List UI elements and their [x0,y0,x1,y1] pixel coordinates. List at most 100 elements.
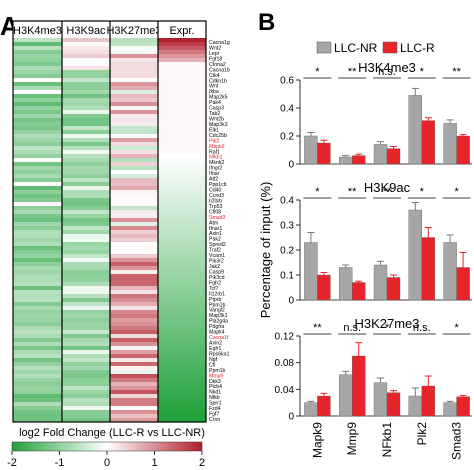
y-tick-label: 0.08 [275,358,295,369]
heatmap-cell [62,74,110,79]
bar-llc-r [386,148,401,165]
heatmap-cell [110,190,158,195]
heatmap-cell [13,266,62,271]
heatmap-cell [62,334,110,339]
heatmap-cell [13,278,62,283]
bar-llc-r [421,385,435,417]
heatmap-cell [110,230,158,235]
gene-label: Fzd4 [209,406,221,412]
heatmap-cell [158,386,206,391]
heatmap-cell [62,126,110,131]
heatmap-cell [158,310,206,315]
significance-label: ** [383,186,392,198]
significance-label: ** [348,186,357,198]
heatmap-cell [62,230,110,235]
heatmap-cell [110,158,158,163]
gene-label: Elk1 [209,127,219,133]
panel-b-bar-charts: B LLC-NR LLC-R Percentage of input (%) H… [258,9,472,460]
heatmap-cell [13,66,62,71]
heatmap-cell [158,402,206,407]
heatmap-cell [158,314,206,319]
heatmap-cell [13,390,62,395]
gene-label: Cacna1g [209,40,230,46]
heatmap-cell [62,58,110,63]
heatmap-cell [158,394,206,399]
gene-label: Nkd1 [209,390,221,396]
gene-label: Mmp9 [209,373,224,379]
heatmap-cell [110,166,158,171]
heatmap-cell [13,326,62,331]
heatmap-cell [158,42,206,47]
y-axis-label: Percentage of input (%) [258,182,273,319]
gene-label: Pla2g4a [209,319,228,325]
heatmap-cell [62,170,110,175]
heatmap-cell [62,326,110,331]
heatmap-cell [110,142,158,147]
heatmap-cell [62,418,110,423]
heatmap-cell [62,178,110,183]
heatmap-cell [13,178,62,183]
heatmap-cell [110,150,158,155]
heatmap-cell [158,122,206,127]
column-header: H3K27me3 [106,25,161,37]
legend-swatch-llc-r [382,41,398,54]
chart-title: H3K4me3 [358,60,416,75]
y-tick-label: 0.2 [280,246,294,257]
y-tick-label: 0 [288,296,294,307]
y-tick-label: 0.4 [280,196,294,207]
heatmap-cell [13,146,62,151]
gene-label: Dkk3 [209,379,221,385]
heatmap-cell [110,318,158,323]
gene-label: Crnn [209,417,220,423]
heatmap-cell [158,170,206,175]
heatmap-cell [62,46,110,51]
heatmap-cell [110,314,158,319]
heatmap-cell [110,182,158,187]
bar-llc-r [386,277,401,301]
bar-llc-r [317,274,331,301]
heatmap-cell [62,190,110,195]
gene-label: Cacna1f [209,335,229,341]
heatmap-cell [158,222,206,227]
heatmap-cell [110,342,158,347]
heatmap-cell [110,74,158,79]
heatmap-cell [62,222,110,227]
heatmap-cell [62,114,110,119]
heatmap-cell [158,290,206,295]
heatmap-cell [13,414,62,419]
colorbar-tick-label: 0 [104,457,110,469]
heatmap-cell [110,106,158,111]
heatmap-cell [13,398,62,403]
x-tick-label: NFkb1 [380,422,394,458]
column-header-box [13,21,62,38]
heatmap-cell [13,350,62,355]
heatmap-cell [158,286,206,291]
column-header-box [110,21,158,38]
gene-label: Axin1 [209,231,222,237]
heatmap-cell [110,394,158,399]
bar-llc-nr [408,95,422,165]
heatmap-cell [13,110,62,115]
heatmap-cell [158,330,206,335]
heatmap-cell [62,302,110,307]
heatmap-cell [158,206,206,211]
heatmap-cell [13,198,62,203]
heatmap-cell [62,162,110,167]
gene-label: Ccnd3 [209,193,224,199]
heatmap-cell [158,294,206,299]
heatmap-cell [110,418,158,423]
heatmap-cell [62,198,110,203]
heatmap-cell [158,214,206,219]
heatmap-cell [158,74,206,79]
heatmap-cell [13,338,62,343]
heatmap-cell [62,154,110,159]
heatmap-cell [13,218,62,223]
gene-label: Vangl2 [209,308,225,314]
heatmap-cell [110,402,158,407]
gene-label: Casp9 [209,269,224,275]
heatmap-cell [158,266,206,271]
heatmap-cell [13,258,62,263]
heatmap-cell [13,214,62,219]
y-tick-label: 0 [288,412,294,423]
